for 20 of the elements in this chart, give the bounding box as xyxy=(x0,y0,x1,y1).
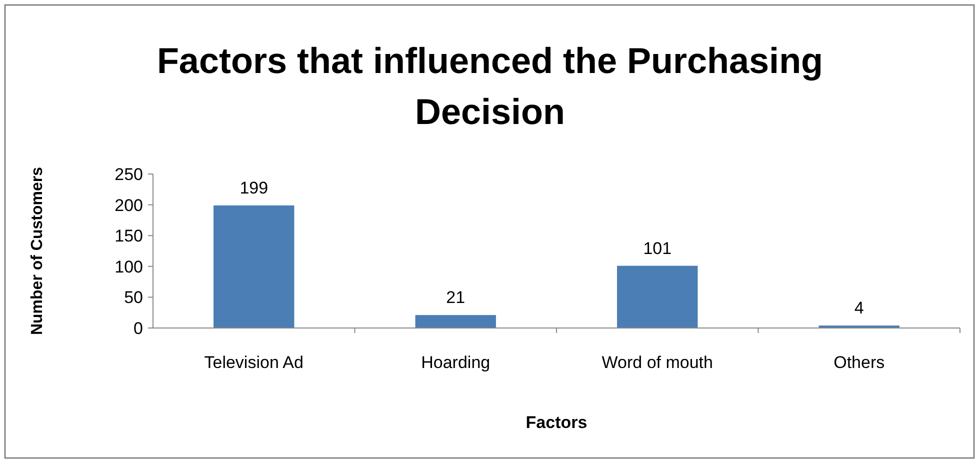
y-tick-label: 250 xyxy=(114,164,143,184)
data-label: 4 xyxy=(854,298,864,318)
x-tick-label: Hoarding xyxy=(421,353,490,372)
bar xyxy=(617,266,698,328)
bar xyxy=(415,315,496,328)
y-tick-label: 100 xyxy=(114,257,143,276)
y-tick-label: 0 xyxy=(134,318,143,338)
y-tick-label: 150 xyxy=(114,226,143,246)
bar xyxy=(214,205,294,328)
x-axis-title: Factors xyxy=(526,413,588,432)
y-tick-label: 50 xyxy=(124,288,143,308)
x-tick-label: Television Ad xyxy=(204,353,304,372)
y-tick-label: 200 xyxy=(114,196,143,215)
x-tick-label: Word of mouth xyxy=(602,353,713,372)
data-label: 21 xyxy=(446,288,466,308)
data-label: 101 xyxy=(643,238,672,258)
data-label: 199 xyxy=(240,178,268,198)
x-tick-label: Others xyxy=(834,353,885,372)
y-axis-title: Number of Customers xyxy=(29,166,46,336)
chart-title: Factors that influenced the Purchasing Decision xyxy=(156,40,824,132)
